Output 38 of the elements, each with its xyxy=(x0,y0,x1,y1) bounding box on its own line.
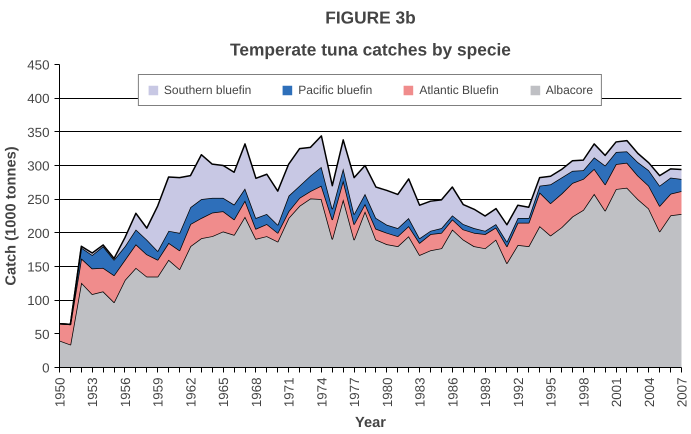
x-tick-label: 1992 xyxy=(510,377,526,408)
x-tick-label: 1953 xyxy=(85,377,100,408)
x-tick-label: 2007 xyxy=(674,377,690,408)
x-tick-label: 1965 xyxy=(216,377,232,408)
x-tick-label: 1980 xyxy=(380,377,395,408)
x-tick-label: 1968 xyxy=(248,377,264,408)
chart-title: FIGURE 3b xyxy=(325,8,416,28)
x-tick-label: 2004 xyxy=(642,376,657,408)
x-tick-label: 1974 xyxy=(314,376,330,408)
y-tick-label: 400 xyxy=(27,91,50,106)
x-tick-label: 1962 xyxy=(183,377,198,408)
y-tick-label: 250 xyxy=(27,192,50,208)
x-tick-label: 1977 xyxy=(347,377,362,408)
x-tick-label: 1959 xyxy=(150,377,166,408)
x-tick-label: 1989 xyxy=(478,377,494,408)
x-tick-label: 1995 xyxy=(544,377,559,408)
legend-label: Atlantic Bluefin xyxy=(419,83,499,97)
x-tick-label: 1983 xyxy=(412,377,428,408)
y-tick-label: 100 xyxy=(27,293,50,308)
x-axis-title: Year xyxy=(355,415,386,432)
x-tick-label: 1956 xyxy=(118,377,133,408)
y-tick-label: 450 xyxy=(27,58,50,72)
legend-label: Pacific bluefin xyxy=(298,83,372,97)
y-tick-label: 300 xyxy=(27,158,50,174)
x-tick-label: 1971 xyxy=(282,377,297,408)
y-tick-label: 350 xyxy=(27,124,50,140)
y-tick-label: 150 xyxy=(27,260,50,274)
x-tick-label: 1998 xyxy=(576,377,592,408)
y-tick-label: 200 xyxy=(27,226,50,241)
chart-subtitle: Temperate tuna catches by specie xyxy=(230,40,512,60)
x-tick-label: 1986 xyxy=(445,377,460,408)
y-tick-label: 50 xyxy=(34,326,50,342)
legend-label: Southern bluefin xyxy=(164,83,252,97)
legend-label: Albacore xyxy=(546,83,594,97)
x-tick-label: 1950 xyxy=(52,377,68,408)
y-axis-title: Catch (1000 tonnes) xyxy=(3,146,20,286)
y-tick-label: 0 xyxy=(42,360,50,376)
x-tick-label: 2001 xyxy=(609,377,624,408)
